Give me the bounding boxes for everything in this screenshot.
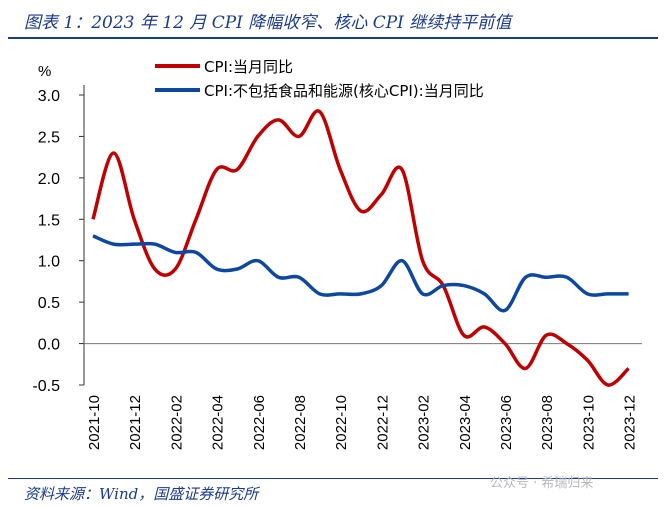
x-tick-label: 2021-10 [86,395,103,450]
x-tick-label: 2022-12 [374,395,391,450]
x-tick-label: 2023-12 [622,395,639,450]
x-tick-label: 2023-02 [416,395,433,450]
y-tick-label: 2.0 [38,171,60,188]
source-note: 资料来源：Wind，国盛证券研究所 [24,485,259,503]
x-tick-label: 2023-08 [539,395,556,450]
legend-label: CPI:不包括食品和能源(核心CPI):当月同比 [204,82,484,100]
title-divider [8,37,658,39]
footer-divider [8,478,658,479]
y-tick-label: 2.5 [38,129,60,146]
y-tick-label: 0.5 [38,295,60,312]
series-line-cpi [91,109,630,387]
x-tick-label: 2023-10 [580,395,597,450]
y-tick-label: 1.5 [38,212,60,229]
x-tick-label: 2022-02 [168,395,185,450]
y-axis-label: % [38,63,51,80]
watermark: 公众号 · 希瑞归来 [490,476,594,491]
x-tick-label: 2023-06 [498,395,515,450]
legend-label: CPI:当月同比 [204,58,293,76]
y-tick-label: 1.0 [38,254,60,271]
x-tick-label: 2022-06 [251,395,268,450]
series-line-core-cpi [92,234,629,313]
x-tick-label: 2023-04 [457,395,474,450]
y-tick-label: 3.0 [38,88,60,105]
chart-title: 图表 1：2023 年 12 月 CPI 降幅收窄、核心 CPI 继续持平前值 [24,13,512,33]
y-tick-label: -0.5 [32,378,60,395]
x-tick-label: 2022-08 [292,395,309,450]
y-tick-label: 0.0 [38,337,60,354]
x-tick-label: 2022-04 [210,395,227,450]
x-tick-label: 2022-10 [333,395,350,450]
x-tick-label: 2021-12 [127,395,144,450]
